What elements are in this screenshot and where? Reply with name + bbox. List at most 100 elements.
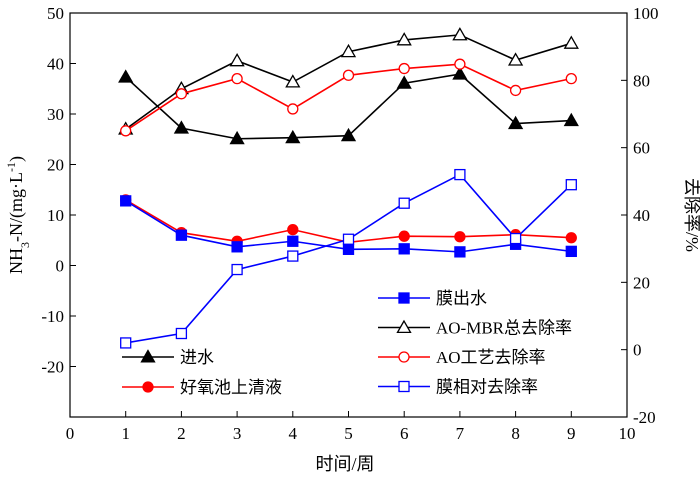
y-left-tick-label: 30 — [47, 105, 64, 124]
y-right-tick-label: -20 — [633, 408, 656, 427]
data-point — [175, 229, 188, 241]
y-left-tick-label: 50 — [47, 4, 64, 23]
data-point — [454, 58, 466, 70]
data-point — [563, 35, 579, 49]
data-point — [398, 62, 410, 75]
data-point — [342, 233, 355, 245]
y-right-tick-label: 100 — [633, 4, 659, 23]
data-point — [454, 231, 466, 243]
legend-label: AO工艺去除率 — [436, 348, 546, 367]
data-point — [398, 230, 410, 242]
data-point — [340, 127, 357, 142]
data-point — [452, 66, 468, 80]
data-point — [563, 112, 579, 127]
legend-marker — [398, 351, 410, 363]
x-tick-label: 2 — [177, 424, 186, 443]
data-point — [287, 235, 299, 247]
y-left-title-mid: -N/(mg·L — [6, 172, 27, 242]
data-point — [342, 69, 355, 81]
y-right-tick-label: 20 — [633, 273, 650, 292]
y-left-tick-label: 10 — [47, 206, 64, 225]
data-point — [396, 75, 412, 89]
y-right-axis-title: 去除率/% — [682, 178, 700, 252]
legend-marker — [140, 349, 156, 363]
data-point — [287, 223, 299, 236]
data-point — [452, 27, 468, 41]
data-point — [454, 246, 466, 258]
data-point — [175, 327, 188, 340]
data-point — [565, 245, 577, 258]
x-tick-label: 6 — [400, 424, 409, 443]
y-right-tick-label: 40 — [633, 206, 650, 225]
legend-entry: 进水 — [122, 348, 214, 367]
legend-label: 进水 — [180, 348, 214, 367]
y-left-title-suffix: ) — [6, 156, 27, 162]
legend-entry: 膜出水 — [378, 289, 487, 308]
series-5 — [120, 58, 577, 137]
data-point — [120, 195, 132, 207]
x-tick-label: 3 — [233, 424, 242, 443]
legend-marker — [398, 380, 410, 393]
legend-label: AO-MBR总去除率 — [436, 319, 572, 338]
series-6 — [120, 168, 577, 349]
data-point — [285, 129, 301, 144]
x-tick-label: 8 — [511, 424, 520, 443]
data-point — [120, 125, 132, 137]
data-point — [454, 168, 466, 181]
data-point — [507, 52, 524, 66]
x-axis-title: 时间/周 — [315, 454, 374, 474]
data-point — [231, 241, 243, 253]
y-right-tick-label: 0 — [633, 341, 642, 360]
data-point — [173, 120, 190, 134]
data-point — [231, 73, 243, 85]
legend-label: 膜相对去除率 — [436, 378, 538, 397]
y-left-title-sub: 3 — [18, 242, 32, 248]
y-left-title-sup: -1 — [4, 162, 18, 172]
x-tick-label: 4 — [289, 424, 298, 443]
data-point — [118, 69, 134, 83]
y-left-tick-label: 20 — [47, 156, 64, 175]
data-point — [565, 232, 577, 244]
data-point — [229, 52, 245, 67]
data-point — [398, 197, 410, 209]
legend-label: 好氧池上清液 — [180, 378, 282, 397]
series-3 — [120, 195, 577, 258]
data-point — [342, 243, 355, 255]
legend-entry: AO-MBR总去除率 — [378, 319, 572, 338]
y-right-tick-label: 80 — [633, 71, 650, 90]
y-left-tick-label: 0 — [56, 257, 65, 276]
data-point — [398, 243, 410, 255]
x-tick-label: 5 — [344, 424, 353, 443]
y-left-tick-label: 40 — [47, 55, 64, 74]
data-point — [507, 115, 524, 130]
series-1 — [118, 66, 579, 145]
data-point — [175, 88, 188, 100]
data-point — [396, 32, 412, 46]
data-point — [231, 263, 243, 276]
y-left-tick-label: -20 — [41, 358, 64, 377]
x-tick-label: 1 — [121, 424, 130, 443]
legend-label: 膜出水 — [436, 289, 487, 308]
legend-marker — [396, 319, 412, 334]
legend-entry: 膜相对去除率 — [378, 378, 538, 397]
data-point — [565, 73, 577, 85]
legend-marker — [142, 381, 154, 393]
y-right-tick-label: 60 — [633, 139, 650, 158]
y-left-tick-label: -10 — [41, 307, 64, 326]
legend-entry: AO工艺去除率 — [378, 348, 546, 367]
legend-marker — [398, 292, 410, 304]
x-tick-label: 7 — [456, 424, 465, 443]
x-tick-label: 10 — [619, 424, 636, 443]
legend-entry: 好氧池上清液 — [122, 378, 282, 397]
data-point — [509, 84, 522, 97]
data-point — [285, 74, 301, 88]
axes-layer: 0 1 2 3 4 5 6 7 8 9 10-20-1001020304050-2002040608… — [41, 4, 658, 443]
x-tick-label: 0 — [66, 424, 75, 443]
series-layer — [118, 27, 579, 349]
data-point — [287, 103, 299, 115]
data-point — [509, 232, 522, 245]
